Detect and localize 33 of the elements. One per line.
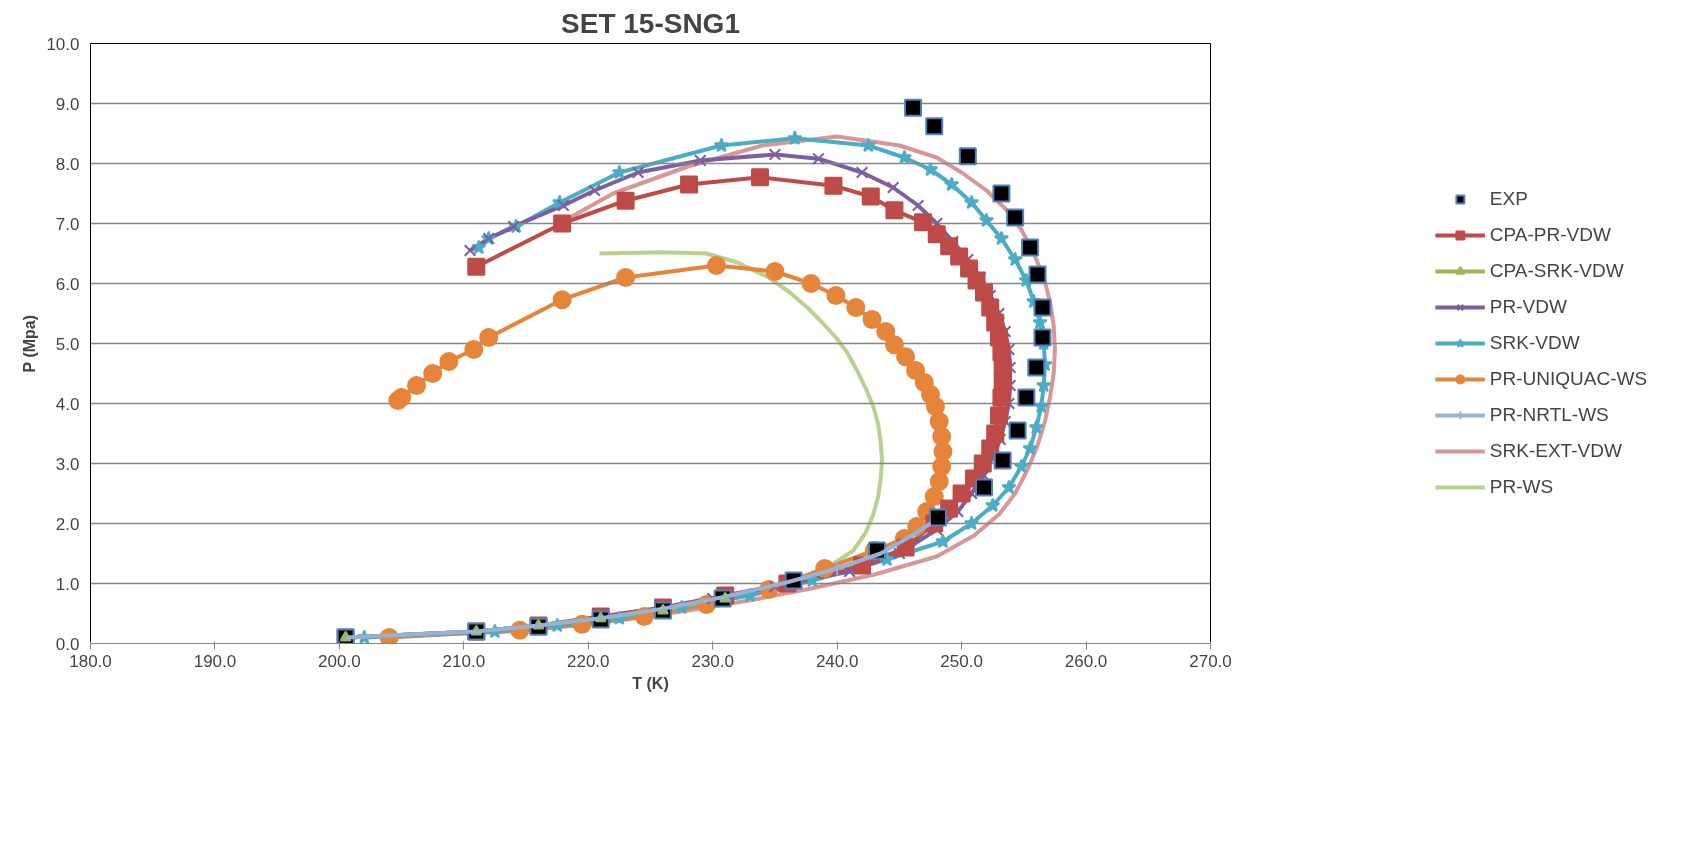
x-tick-label: 230.0 <box>691 651 734 671</box>
x-tick-label: 180.0 <box>69 651 112 671</box>
y-tick-label: 6.0 <box>55 274 80 294</box>
legend-label: SRK-VDW <box>1489 332 1580 354</box>
y-tick-label: 9.0 <box>55 94 80 114</box>
x-axis-title: T (K) <box>632 674 669 692</box>
legend-label: PR-WS <box>1489 476 1554 498</box>
y-tick-label: 2.0 <box>55 514 80 534</box>
y-axis-title: P (Mpa) <box>21 314 39 373</box>
x-tick-label: 250.0 <box>940 651 983 671</box>
y-tick-label: 7.0 <box>55 214 80 234</box>
y-tick-label: 5.0 <box>55 334 80 354</box>
legend-label: CPA-PR-VDW <box>1489 224 1611 246</box>
y-tick-label: 1.0 <box>55 574 80 594</box>
y-tick-label: 0.0 <box>55 634 80 654</box>
x-tick-label: 260.0 <box>1064 651 1108 671</box>
y-tick-label: 3.0 <box>55 454 80 474</box>
x-tick-label: 210.0 <box>442 651 486 671</box>
x-tick-label: 190.0 <box>193 651 237 671</box>
legend-label: PR-NRTL-WS <box>1489 404 1609 426</box>
x-tick-label: 200.0 <box>318 651 361 671</box>
y-tick-label: 4.0 <box>55 394 80 414</box>
x-tick-label: 240.0 <box>815 651 859 671</box>
legend-label: PR-VDW <box>1489 296 1567 318</box>
legend-label: CPA-SRK-VDW <box>1489 260 1624 282</box>
x-tick-label: 220.0 <box>567 651 610 671</box>
y-tick-label: 8.0 <box>55 154 80 174</box>
x-tick-label: 270.0 <box>1189 651 1232 671</box>
y-tick-label: 10.0 <box>46 34 80 54</box>
chart-title: SET 15-SNG1 <box>561 7 740 39</box>
legend-label: SRK-EXT-VDW <box>1489 440 1622 462</box>
legend-label: EXP <box>1489 188 1528 210</box>
legend-label: PR-UNIQUAC-WS <box>1489 368 1648 390</box>
